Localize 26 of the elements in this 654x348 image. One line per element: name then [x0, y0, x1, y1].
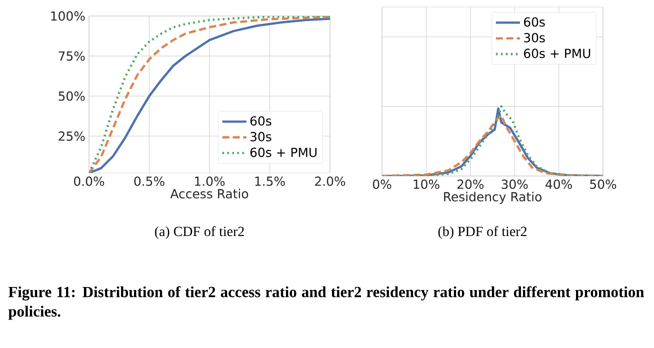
x-tick-label: 0.5% [134, 176, 164, 186]
x-tick-label: 0% [372, 180, 392, 189]
text: (b) PDF of tier2 [438, 226, 526, 239]
legend-label: 30s [524, 32, 545, 42]
x-tick-label: 2.0% [315, 176, 346, 186]
y-tick-label: 100% [51, 11, 85, 21]
x-tick-label: 1.5% [255, 176, 285, 186]
y-tick-label: 25% [58, 131, 85, 141]
x-tick-label: 30% [502, 180, 528, 189]
caption: Figure 11: Distribution of tier2 access ratio and tier2 residency ratio under different promotion policies. [8, 286, 644, 320]
x-tick-label: 50% [590, 180, 616, 189]
x-axis-title: Access Ratio [170, 188, 248, 198]
legend-label: 60s + PMU [524, 48, 590, 58]
legend-label: 60s [524, 17, 545, 27]
x-tick-label: 0.0% [74, 176, 104, 186]
y-tick-label: 50% [58, 91, 85, 101]
legend-label: 30s [250, 132, 272, 142]
x-tick-label: 1.0% [195, 176, 225, 186]
legend-label: 60s [250, 116, 272, 126]
text: (a) CDF of tier2 [154, 226, 244, 239]
legend-label: 60s + PMU [250, 148, 316, 158]
x-axis-title: Residency Ratio [444, 192, 542, 204]
x-tick-label: 10% [414, 180, 440, 189]
x-tick-label: 40% [546, 180, 572, 189]
x-tick-label: 20% [457, 180, 484, 189]
y-tick-label: 75% [58, 51, 85, 61]
